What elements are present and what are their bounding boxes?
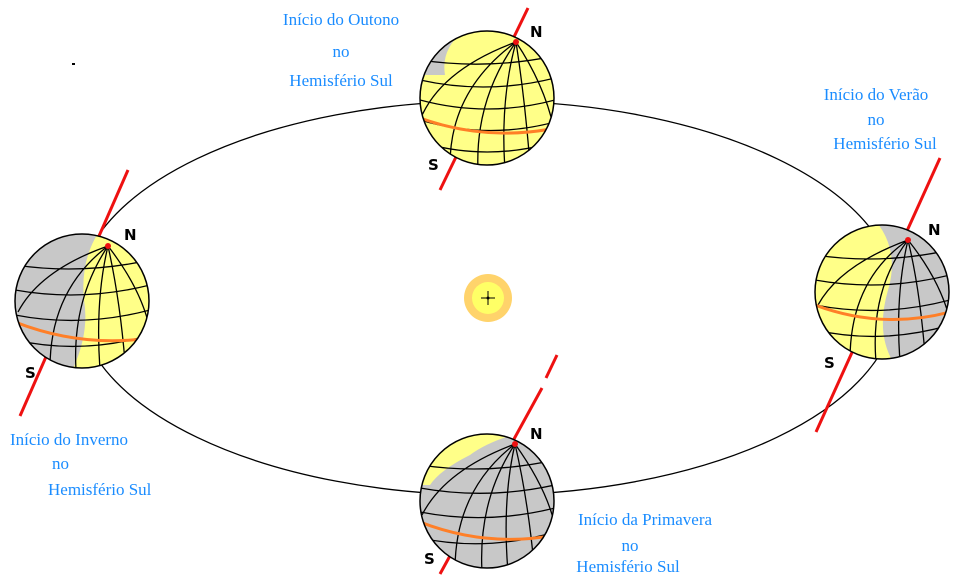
- caption-line: no: [868, 110, 885, 129]
- stray-dot: [72, 63, 75, 65]
- caption-line: no: [333, 42, 350, 61]
- caption-autumn: Início do Outono no Hemisfério Sul: [283, 10, 399, 90]
- sun-icon: [464, 274, 512, 322]
- north-label-spring: N: [530, 425, 543, 443]
- globe-winter: [14, 169, 150, 417]
- caption-line: Hemisfério Sul: [576, 557, 680, 575]
- south-label-winter: S: [25, 364, 36, 382]
- caption-line: Hemisfério Sul: [48, 480, 152, 499]
- axis-line: [544, 354, 559, 379]
- north-label-winter: N: [124, 226, 137, 244]
- caption-line: Início do Inverno: [10, 430, 128, 449]
- caption-line: Início da Primavera: [578, 510, 713, 529]
- caption-summer: Início do Verão no Hemisfério Sul: [824, 85, 937, 153]
- globe-spring: [419, 354, 559, 575]
- caption-line: Início do Outono: [283, 10, 399, 29]
- caption-winter: Início do Inverno no Hemisfério Sul: [10, 430, 152, 499]
- caption-line: Hemisfério Sul: [289, 71, 393, 90]
- south-label-summer: S: [824, 354, 835, 372]
- caption-spring: Início da Primavera no Hemisfério Sul: [576, 510, 712, 575]
- north-label-autumn: N: [530, 23, 543, 41]
- caption-line: no: [622, 536, 639, 555]
- south-label-spring: S: [424, 550, 435, 568]
- globe-summer: [814, 157, 950, 433]
- caption-line: no: [52, 454, 69, 473]
- caption-line: Início do Verão: [824, 85, 929, 104]
- south-label-autumn: S: [428, 156, 439, 174]
- north-label-summer: N: [928, 221, 941, 239]
- caption-line: Hemisfério Sul: [833, 134, 937, 153]
